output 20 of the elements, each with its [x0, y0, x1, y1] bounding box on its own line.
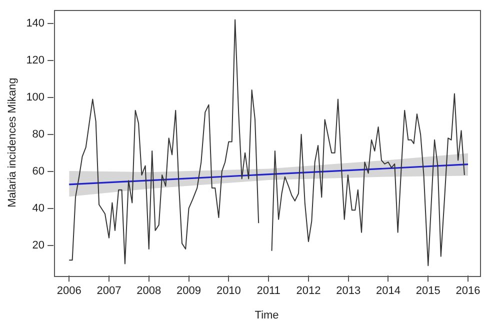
- y-tick-label: 40: [32, 202, 45, 214]
- x-tick-label: 2014: [376, 285, 400, 298]
- y-tick-label: 140: [26, 17, 45, 30]
- y-tick-label: 100: [26, 91, 45, 104]
- x-tick-label: 2009: [176, 285, 202, 298]
- y-tick-label: 80: [32, 128, 45, 140]
- x-tick-label: 2015: [416, 285, 440, 298]
- x-axis-title: Time: [254, 309, 279, 322]
- x-tick-label: 2006: [56, 285, 82, 298]
- y-tick-label: 60: [32, 165, 45, 178]
- x-tick-label: 2016: [456, 285, 480, 298]
- x-tick-label: 2007: [96, 285, 122, 298]
- x-tick-label: 2008: [136, 285, 162, 298]
- x-tick-label: 2010: [216, 285, 241, 298]
- x-tick-label: 2011: [256, 285, 280, 298]
- y-tick-label: 120: [26, 54, 45, 66]
- x-tick-label: 2013: [336, 285, 361, 298]
- x-tick-label: 2012: [296, 285, 321, 298]
- y-axis-title: Malaria incidences Mikang: [6, 78, 19, 208]
- y-tick-label: 20: [32, 239, 45, 252]
